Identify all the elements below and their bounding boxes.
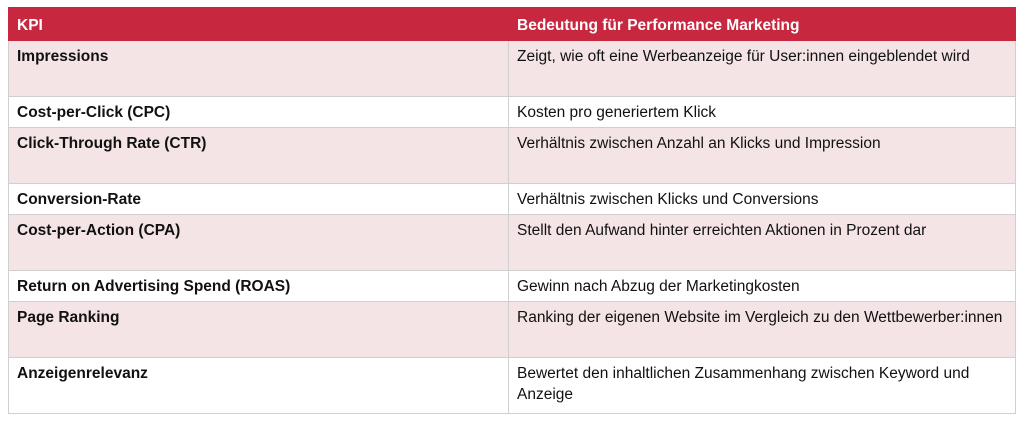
meaning-cell: Ranking der eigenen Website im Vergleich… [508, 301, 1016, 358]
table-row: Page Ranking Ranking der eigenen Website… [8, 301, 1016, 358]
kpi-table: KPI Bedeutung für Performance Marketing … [8, 7, 1016, 414]
kpi-cell: Cost-per-Action (CPA) [8, 214, 509, 271]
kpi-cell: Anzeigenrelevanz [8, 357, 509, 414]
kpi-cell: Impressions [8, 40, 509, 97]
meaning-cell: Verhältnis zwischen Klicks und Conversio… [508, 183, 1016, 215]
meaning-cell: Stellt den Aufwand hinter erreichten Akt… [508, 214, 1016, 271]
table-row: Impressions Zeigt, wie oft eine Werbeanz… [8, 40, 1016, 97]
table-row: Conversion-Rate Verhältnis zwischen Klic… [8, 183, 1016, 215]
header-meaning: Bedeutung für Performance Marketing [508, 7, 1016, 41]
kpi-cell: Return on Advertising Spend (ROAS) [8, 270, 509, 302]
kpi-cell: Cost-per-Click (CPC) [8, 96, 509, 128]
table-header: KPI Bedeutung für Performance Marketing [8, 7, 1016, 41]
table-row: Cost-per-Click (CPC) Kosten pro generier… [8, 96, 1016, 128]
table-row: Anzeigenrelevanz Bewertet den inhaltlich… [8, 357, 1016, 414]
header-row: KPI Bedeutung für Performance Marketing [8, 7, 1016, 41]
meaning-cell: Kosten pro generiertem Klick [508, 96, 1016, 128]
table-row: Cost-per-Action (CPA) Stellt den Aufwand… [8, 214, 1016, 271]
table-row: Click-Through Rate (CTR) Verhältnis zwis… [8, 127, 1016, 184]
meaning-cell: Zeigt, wie oft eine Werbeanzeige für Use… [508, 40, 1016, 97]
meaning-cell: Gewinn nach Abzug der Marketingkosten [508, 270, 1016, 302]
table-row: Return on Advertising Spend (ROAS) Gewin… [8, 270, 1016, 302]
meaning-cell: Bewertet den inhaltlichen Zusammenhang z… [508, 357, 1016, 414]
meaning-cell: Verhältnis zwischen Anzahl an Klicks und… [508, 127, 1016, 184]
table-body: Impressions Zeigt, wie oft eine Werbeanz… [8, 40, 1016, 414]
header-kpi: KPI [8, 7, 509, 41]
kpi-cell: Conversion-Rate [8, 183, 509, 215]
kpi-cell: Page Ranking [8, 301, 509, 358]
kpi-cell: Click-Through Rate (CTR) [8, 127, 509, 184]
